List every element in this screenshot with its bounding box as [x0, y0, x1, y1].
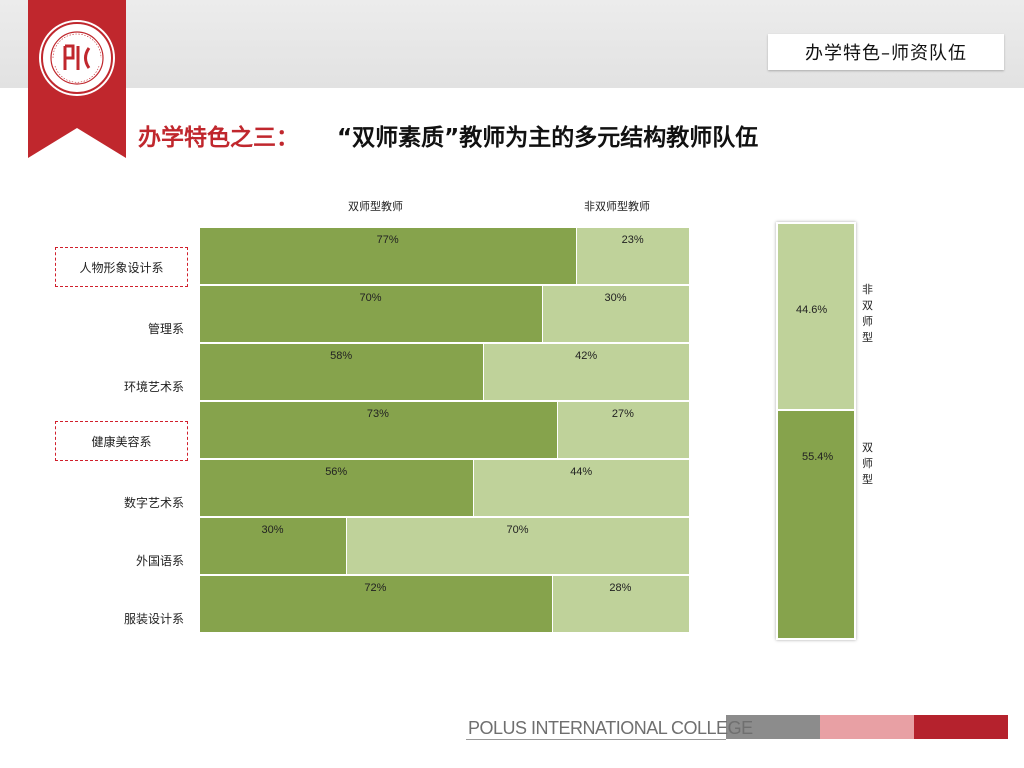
bar-segment-dual: 56%: [200, 460, 475, 518]
bar-label-non-dual: 70%: [506, 524, 529, 536]
column-header-dual: 双师型教师: [348, 200, 403, 213]
footer-college-name: POLUS INTERNATIONAL COLLEGE: [468, 718, 753, 738]
bar-label-non-dual: 27%: [611, 408, 634, 420]
department-label: 服装设计系: [123, 611, 184, 626]
stack-label-dual: 55.4%: [802, 450, 834, 463]
bar-segment-dual: 58%: [200, 344, 485, 402]
department-label: 管理系: [147, 321, 184, 336]
college-badge-ribbon: [28, 0, 126, 158]
footer-stripe-gray: [726, 715, 820, 739]
page-title: 办学特色之三： “双师素质”教师为主的多元结构教师队伍: [138, 118, 758, 152]
bar-label-non-dual: 42%: [575, 350, 598, 362]
stack-segment-non-dual: [778, 224, 854, 409]
bar-label-dual: 56%: [325, 466, 348, 478]
bar-label-dual: 72%: [364, 582, 387, 594]
department-label: 健康美容系: [55, 421, 188, 461]
bar-segment-dual: 77%: [200, 228, 578, 286]
bar-segment-dual: 72%: [200, 576, 553, 634]
stack-legend-dual: 双师型: [862, 441, 873, 486]
bar-segment-non-dual: 27%: [557, 402, 690, 460]
bar-label-non-dual: 44%: [570, 466, 593, 478]
stack-segment-dual: [778, 408, 854, 638]
department-label: 数字艺术系: [123, 495, 184, 510]
department-label: 环境艺术系: [123, 379, 184, 394]
page-title-lead: 办学特色之三：: [138, 125, 299, 151]
bar-label-non-dual: 28%: [609, 582, 632, 594]
bar-segment-non-dual: 23%: [577, 228, 690, 286]
overall-stacked-column: 44.6% 55.4%: [776, 222, 856, 640]
section-label: 办学特色–师资队伍: [768, 34, 1004, 70]
footer-stripe-red: [914, 715, 1008, 739]
college-logo-icon: [63, 44, 91, 70]
department-label: 外国语系: [135, 553, 184, 568]
bar-segment-non-dual: 28%: [552, 576, 690, 634]
stack-label-non-dual: 44.6%: [796, 304, 828, 316]
footer-stripe-pink: [820, 715, 914, 739]
bar-segment-dual: 30%: [200, 518, 347, 576]
bar-label-non-dual: 30%: [604, 292, 627, 304]
bar-segment-non-dual: 30%: [543, 286, 690, 344]
bar-label-non-dual: 23%: [621, 234, 644, 246]
bar-segment-non-dual: 70%: [347, 518, 690, 576]
column-header-non-dual: 非双师型教师: [584, 200, 650, 213]
department-label: 人物形象设计系: [55, 247, 188, 287]
department-stacked-bar-chart: 77% 23% 70% 30% 58% 42% 73% 27% 56% 44% 30% 70% 72% 2…: [200, 228, 690, 634]
page-title-main: “双师素质”教师为主的多元结构教师队伍: [337, 125, 759, 151]
bar-segment-dual: 70%: [200, 286, 543, 344]
bar-label-dual: 30%: [261, 524, 284, 536]
bar-label-dual: 77%: [376, 234, 399, 246]
bar-label-dual: 70%: [359, 292, 382, 304]
bar-segment-dual: 73%: [200, 402, 558, 460]
bar-label-dual: 58%: [330, 350, 353, 362]
footer-divider: [466, 739, 726, 740]
bar-segment-non-dual: 44%: [474, 460, 690, 518]
bar-label-dual: 73%: [366, 408, 389, 420]
bar-segment-non-dual: 42%: [484, 344, 690, 402]
stack-legend-non-dual: 非双师型: [862, 283, 873, 344]
